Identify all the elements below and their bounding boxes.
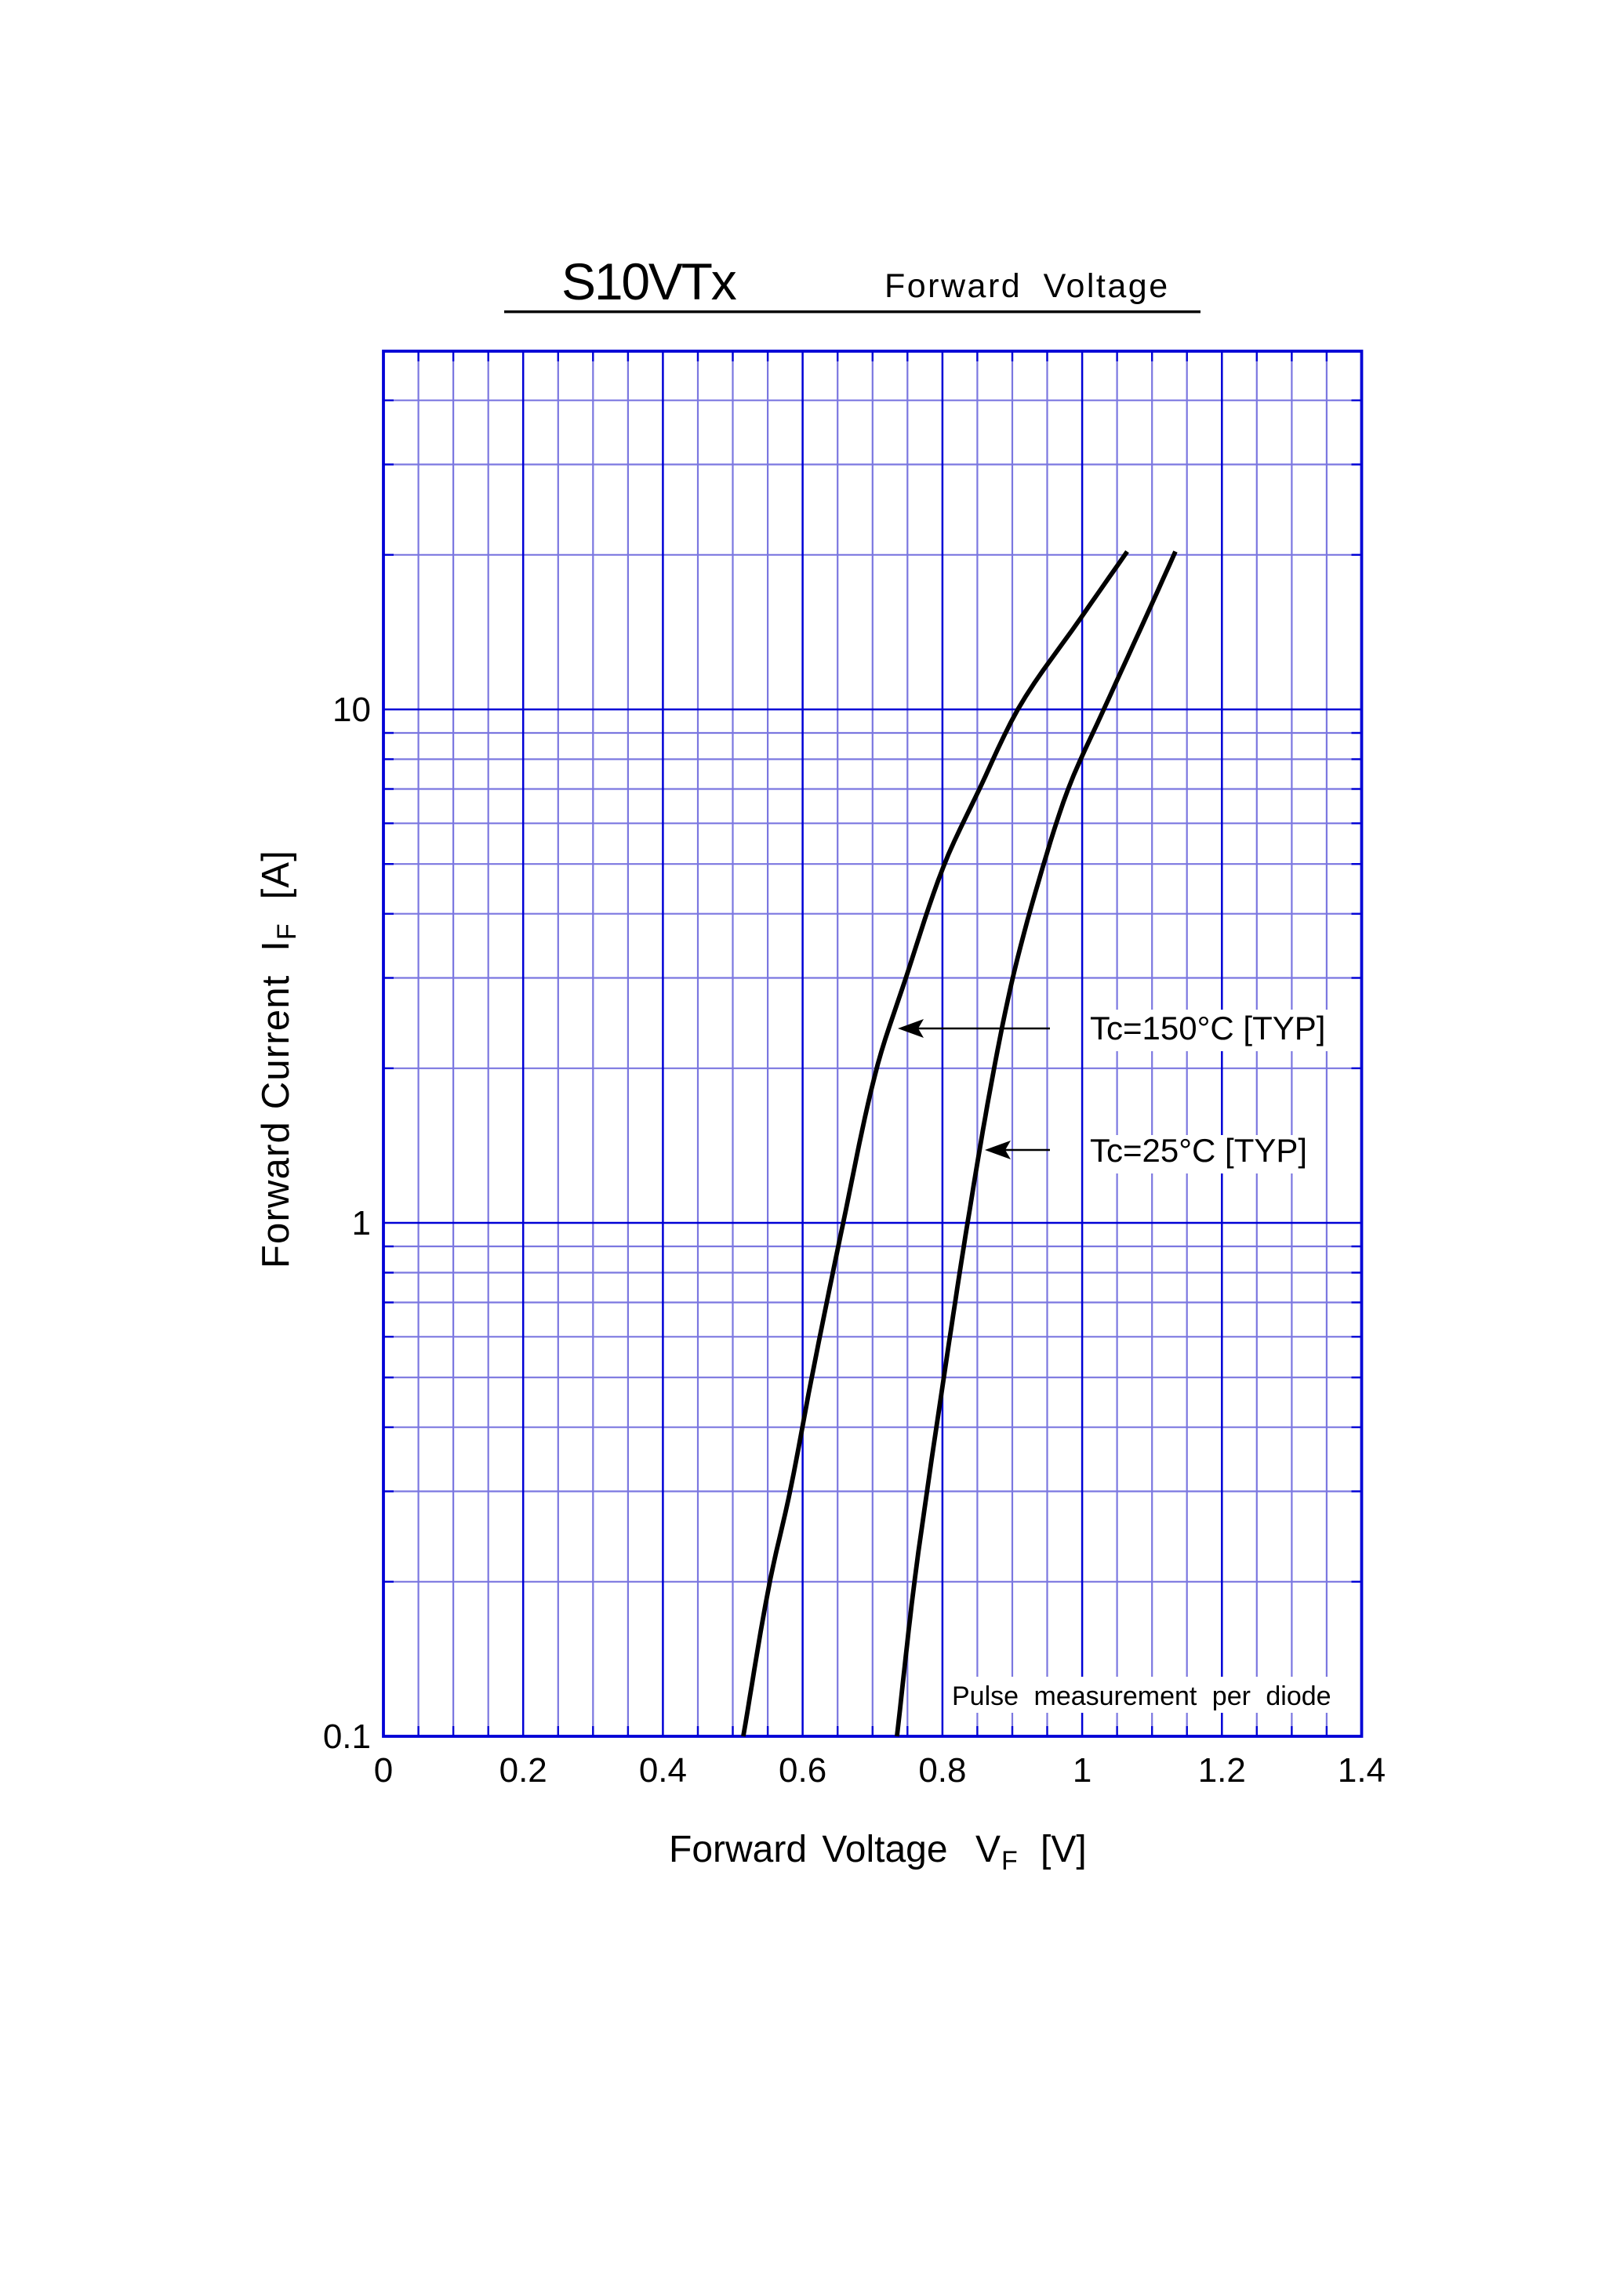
svg-text:0.1: 0.1 — [323, 1717, 371, 1756]
svg-text:0.6: 0.6 — [779, 1751, 826, 1790]
svg-text:1: 1 — [352, 1204, 371, 1242]
svg-text:Forward Current IF [A]: Forward Current IF [A] — [255, 850, 302, 1268]
svg-text:Pulse measurement per diode: Pulse measurement per diode — [952, 1681, 1331, 1711]
svg-text:0.2: 0.2 — [499, 1751, 547, 1790]
svg-text:S10VTx: S10VTx — [561, 252, 737, 310]
svg-text:1.2: 1.2 — [1198, 1751, 1246, 1790]
svg-text:Tc=150°C [TYP]: Tc=150°C [TYP] — [1090, 1010, 1325, 1046]
svg-text:0: 0 — [374, 1751, 393, 1790]
svg-text:Forward Voltage: Forward Voltage — [884, 267, 1170, 305]
svg-text:0.8: 0.8 — [918, 1751, 966, 1790]
svg-text:1.4: 1.4 — [1338, 1751, 1386, 1790]
svg-text:10: 10 — [332, 691, 371, 729]
svg-text:1: 1 — [1073, 1751, 1092, 1790]
svg-text:Tc=25°C [TYP]: Tc=25°C [TYP] — [1090, 1132, 1307, 1169]
svg-text:0.4: 0.4 — [639, 1751, 687, 1790]
